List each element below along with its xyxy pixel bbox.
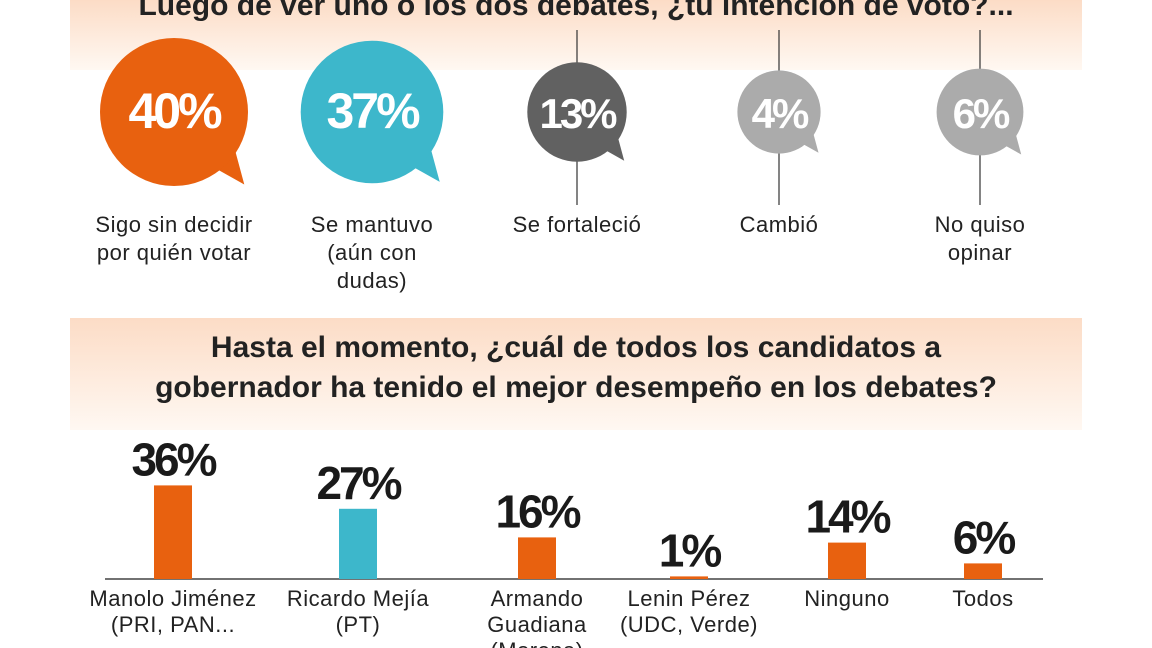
bar (670, 576, 708, 579)
bubble (300, 40, 444, 184)
chart-title: Hasta el momento, ¿cuál de todos los can… (155, 331, 997, 404)
bar (964, 563, 1002, 579)
category-label: Ricardo Mejía (PT) (286, 586, 430, 637)
value-label: 1% (659, 524, 722, 576)
value-label: 40% (128, 83, 222, 139)
value-label: 27% (316, 457, 401, 509)
bubble (936, 68, 1024, 156)
bubble (527, 62, 627, 162)
value-label: 6% (953, 511, 1016, 563)
bubble (100, 38, 248, 186)
header-band (70, 0, 1082, 70)
header-band (70, 318, 1082, 430)
category-label: Lenin Pérez (UDC, Verde) (619, 586, 759, 637)
bar (518, 537, 556, 579)
value-label: 13% (539, 90, 617, 137)
chart-title: Luego de ver uno o los dos debates, ¿tu … (138, 0, 1014, 22)
bar (828, 542, 866, 579)
category-label: No quiso opinar (934, 212, 1026, 265)
value-label: 36% (131, 433, 216, 485)
bar (154, 485, 192, 579)
category-label: Armando Guadiana (Morena) (487, 586, 587, 648)
bar (339, 508, 377, 579)
bubble (737, 70, 821, 154)
category-label: Se fortaleció (512, 212, 642, 237)
value-label: 37% (326, 83, 420, 139)
category-label: Cambió (739, 212, 819, 237)
category-label: Sigo sin decidir por quién votar (95, 212, 253, 265)
value-label: 4% (752, 90, 809, 137)
category-label: Se mantuvo (aún con dudas) (310, 212, 434, 293)
value-label: 16% (495, 485, 580, 537)
category-label: Todos (952, 586, 1014, 611)
value-label: 14% (805, 491, 890, 543)
value-label: 6% (953, 90, 1010, 137)
category-label: Ninguno (804, 586, 890, 611)
category-label: Manolo Jiménez (PRI, PAN... (89, 586, 257, 637)
